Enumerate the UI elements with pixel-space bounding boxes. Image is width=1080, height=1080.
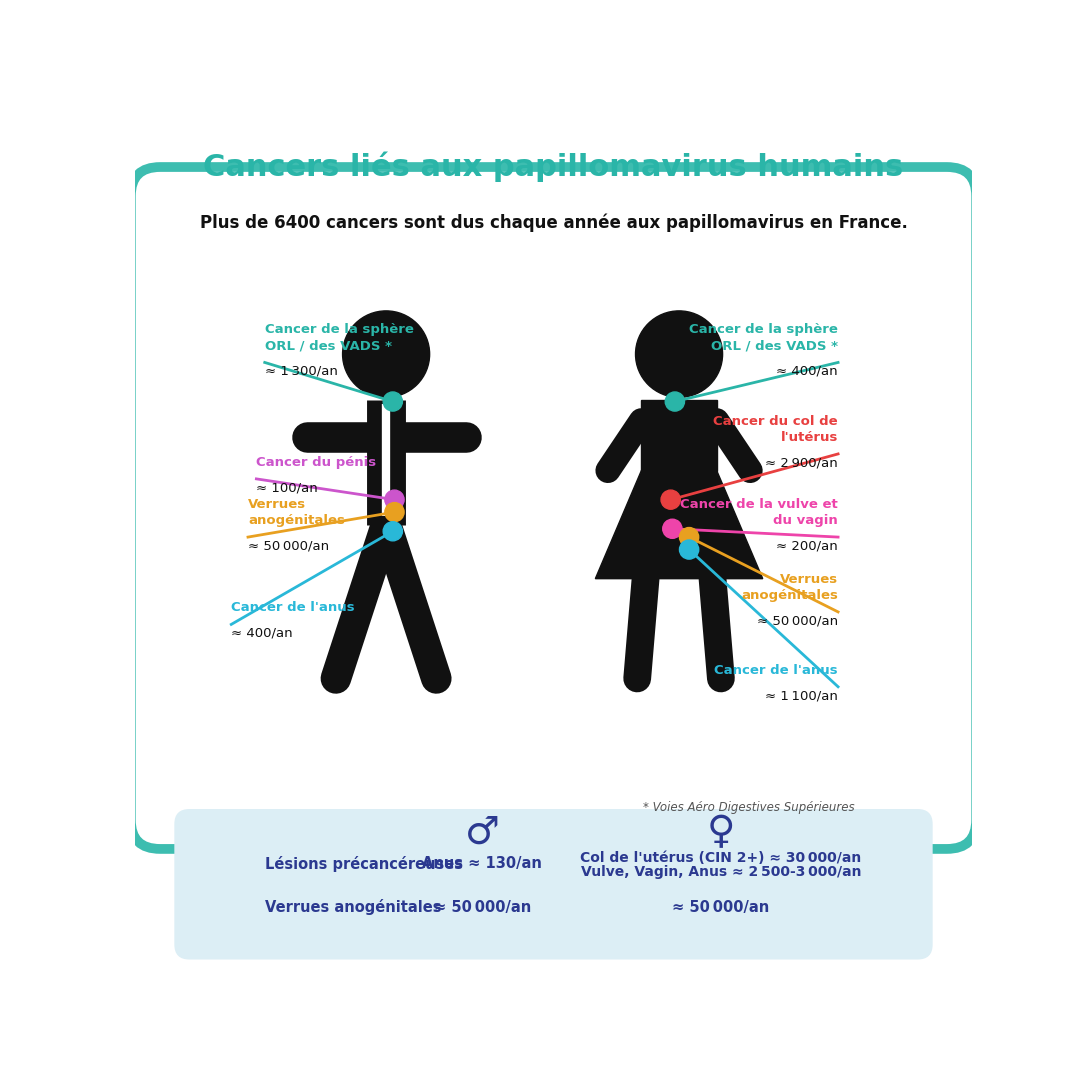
Circle shape <box>635 311 723 397</box>
Text: Verrues
anogénitales: Verrues anogénitales <box>741 573 838 602</box>
Text: Cancer du pénis: Cancer du pénis <box>256 456 377 469</box>
Circle shape <box>663 519 681 538</box>
Text: Cancer de la sphère
ORL / des VADS *: Cancer de la sphère ORL / des VADS * <box>689 324 838 352</box>
Circle shape <box>661 490 680 510</box>
Text: ≈ 400/an: ≈ 400/an <box>231 626 293 639</box>
Text: ≈ 100/an: ≈ 100/an <box>256 482 319 495</box>
Polygon shape <box>595 471 762 579</box>
Text: ♀: ♀ <box>706 813 735 851</box>
Text: ≈ 50 000/an: ≈ 50 000/an <box>757 615 838 627</box>
Text: Anus ≈ 130/an: Anus ≈ 130/an <box>422 856 542 872</box>
Circle shape <box>679 540 699 559</box>
Circle shape <box>384 502 404 522</box>
Text: ≈ 50 000/an: ≈ 50 000/an <box>248 540 329 553</box>
FancyBboxPatch shape <box>131 167 976 849</box>
Circle shape <box>384 490 404 510</box>
Text: ≈ 1 100/an: ≈ 1 100/an <box>766 689 838 702</box>
Text: ≈ 1 300/an: ≈ 1 300/an <box>265 365 338 378</box>
Text: Cancer du col de
l'utérus: Cancer du col de l'utérus <box>714 415 838 444</box>
Circle shape <box>665 392 685 411</box>
Text: ♂: ♂ <box>464 813 500 851</box>
Text: Lésions précancéreuses: Lésions précancéreuses <box>265 856 462 872</box>
Text: Cancer de l'anus: Cancer de l'anus <box>231 602 355 615</box>
Circle shape <box>342 311 430 397</box>
Polygon shape <box>642 400 717 471</box>
Circle shape <box>383 392 403 411</box>
Text: Cancer de l'anus: Cancer de l'anus <box>715 664 838 677</box>
Text: Cancer de la vulve et
du vagin: Cancer de la vulve et du vagin <box>680 498 838 527</box>
Text: Cancers liés aux papillomavirus humains: Cancers liés aux papillomavirus humains <box>203 152 904 183</box>
Text: Plus de 6400 cancers sont dus chaque année aux papillomavirus en France.: Plus de 6400 cancers sont dus chaque ann… <box>200 214 907 232</box>
Text: ≈ 50 000/an: ≈ 50 000/an <box>434 900 531 915</box>
Text: ≈ 400/an: ≈ 400/an <box>777 365 838 378</box>
Text: Verrues anogénitales: Verrues anogénitales <box>265 900 442 915</box>
Text: ≈ 50 000/an: ≈ 50 000/an <box>672 900 770 915</box>
FancyBboxPatch shape <box>174 809 933 959</box>
Text: Col de l'utérus (CIN 2+) ≈ 30 000/an: Col de l'utérus (CIN 2+) ≈ 30 000/an <box>580 851 862 865</box>
Text: Vulve, Vagin, Anus ≈ 2 500-3 000/an: Vulve, Vagin, Anus ≈ 2 500-3 000/an <box>581 865 861 879</box>
Text: ≈ 200/an: ≈ 200/an <box>777 540 838 553</box>
Circle shape <box>679 527 699 546</box>
Text: * Voies Aéro Digestives Supérieures: * Voies Aéro Digestives Supérieures <box>644 801 855 814</box>
Text: Verrues
anogénitales: Verrues anogénitales <box>248 498 345 527</box>
Text: Cancer de la sphère
ORL / des VADS *: Cancer de la sphère ORL / des VADS * <box>265 324 414 352</box>
Circle shape <box>383 522 403 541</box>
Text: ≈ 2 900/an: ≈ 2 900/an <box>766 457 838 470</box>
